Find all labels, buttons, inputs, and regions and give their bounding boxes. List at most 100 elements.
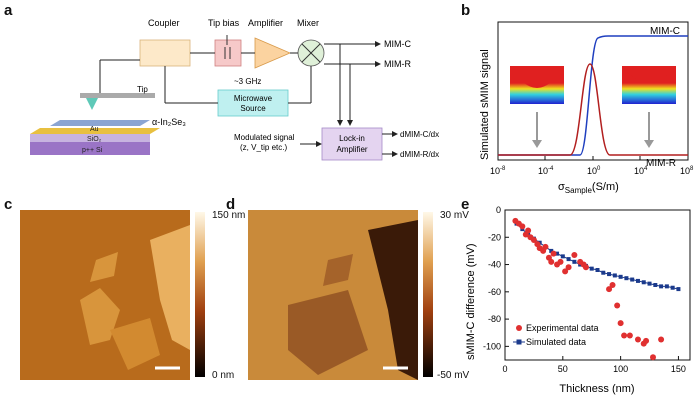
- tip-bias-box: [214, 39, 242, 67]
- sample-label: α-In₂Se₃: [152, 117, 186, 127]
- experimental-point: [634, 336, 641, 343]
- thick-flake: [150, 225, 190, 350]
- panel-c-image: [20, 210, 205, 380]
- dmimr-label: dMIM-R/dx: [400, 150, 439, 159]
- simulated-point: [560, 254, 565, 259]
- tip-bias-label: Tip bias: [208, 18, 240, 28]
- inset-left-dome: [510, 66, 564, 88]
- y-tick-label: -20: [488, 232, 501, 242]
- y-axis-label: Simulated sMIM signal: [479, 49, 491, 160]
- arrow-left: [532, 140, 542, 148]
- flake: [80, 288, 120, 345]
- y-tick-label: -100: [483, 341, 501, 351]
- experimental-point: [617, 320, 624, 327]
- xtick-1: 10-4: [538, 166, 554, 176]
- arrow-right: [644, 140, 654, 148]
- legend-simulated: Simulated data: [526, 337, 586, 347]
- simulated-point: [618, 274, 623, 279]
- x-axis-label: σSample(S/m): [558, 181, 619, 195]
- amplifier-triangle: [254, 37, 292, 69]
- colorbar-max: 30 mV: [440, 210, 469, 221]
- x-ticks: [497, 156, 689, 160]
- mim-c-output-label: MIM-C: [384, 39, 411, 49]
- si-layer: [30, 142, 150, 155]
- experimental-point: [609, 282, 616, 288]
- au-layer: [30, 128, 160, 134]
- experimental-point: [548, 258, 555, 265]
- curve-mim-r: [498, 63, 688, 156]
- mixer-label: Mixer: [297, 18, 319, 28]
- experimental-point: [571, 252, 578, 258]
- simulated-point: [566, 257, 571, 262]
- plot-frame: [504, 209, 691, 361]
- experimental-point: [621, 332, 628, 339]
- colorbar: [195, 212, 205, 377]
- flake: [90, 252, 118, 282]
- simulated-point: [635, 278, 640, 283]
- sio2-layer: [30, 134, 150, 142]
- experimental-point: [519, 223, 526, 230]
- colorbar-min: 0 nm: [212, 370, 235, 381]
- inset-right-dome: [622, 66, 676, 83]
- lockin-box: [321, 127, 383, 161]
- panel-b-chart: MIM-C MIM-R 10-8 10-4 100 104 108 σSampl…: [479, 21, 694, 195]
- microwave-label-2: Source: [240, 104, 266, 113]
- experimental-point: [606, 286, 613, 293]
- au-label: Au: [90, 126, 99, 133]
- x-axis-label: Thickness (nm): [559, 383, 634, 395]
- flake: [288, 290, 368, 375]
- simulated-point: [549, 248, 554, 253]
- simulated-point: [555, 251, 560, 256]
- experimental-point: [626, 332, 633, 339]
- experimental-point: [582, 264, 589, 271]
- simulated-point: [624, 276, 629, 281]
- simulated-point: [647, 281, 652, 286]
- y-tick-label: -60: [488, 287, 501, 297]
- panel-letter-d: d: [226, 196, 236, 213]
- experimental-point: [614, 302, 621, 309]
- simulated-point: [664, 284, 669, 289]
- mim-r-output-label: MIM-R: [384, 59, 411, 69]
- simulated-point: [612, 273, 617, 278]
- simulated-point: [630, 277, 635, 282]
- curve-mim-c: [498, 35, 688, 156]
- panel-letter-b: b: [461, 2, 471, 19]
- legend-mim-c: MIM-C: [650, 26, 680, 37]
- simulated-point: [659, 284, 664, 289]
- simulated-point: [601, 270, 606, 275]
- experimental-point: [658, 336, 665, 343]
- xtick-0: 10-8: [490, 166, 506, 176]
- flake: [323, 254, 353, 286]
- colorbar-max: 150 nm: [212, 210, 246, 221]
- legend-experimental: Experimental data: [526, 323, 599, 333]
- x-tick-label: 100: [613, 364, 628, 374]
- simulated-point: [653, 283, 658, 287]
- x-tick-label: 50: [558, 364, 568, 374]
- panel-d-image: [248, 210, 433, 380]
- panel-letter-a: a: [4, 2, 13, 19]
- simulated-point: [607, 272, 612, 277]
- lockin-label-2: Amplifier: [336, 145, 367, 154]
- y-axis-label: sMIM-C difference (mV): [465, 243, 477, 360]
- legend-mim-r: MIM-R: [646, 158, 676, 169]
- tip-label: Tip: [137, 85, 148, 94]
- x-tick-label: 150: [671, 364, 686, 374]
- panel-a-schematic: Coupler Tip bias Amplifier Mixer MIM-C M…: [30, 18, 439, 161]
- simulated-point: [670, 285, 675, 290]
- y-tick-label: -80: [488, 314, 501, 324]
- modulated-label-1: Modulated signal: [234, 133, 295, 142]
- experimental-point: [643, 337, 650, 344]
- lockin-label-1: Lock-in: [339, 134, 365, 143]
- legend: Experimental data Simulated data: [513, 323, 599, 347]
- legend-marker-experimental: [516, 325, 522, 331]
- x-tick-label: 0: [502, 364, 507, 374]
- flake: [110, 318, 160, 370]
- colorbar: [423, 212, 433, 377]
- experimental-point: [550, 250, 557, 257]
- y-tick-label: 0: [496, 205, 501, 215]
- sio2-label: SiO₂: [87, 136, 102, 143]
- colorbar-min: -50 mV: [437, 370, 470, 381]
- amplifier-label: Amplifier: [248, 18, 283, 28]
- simulated-point: [572, 259, 577, 264]
- dmimc-label: dMIM-C/dx: [400, 130, 439, 139]
